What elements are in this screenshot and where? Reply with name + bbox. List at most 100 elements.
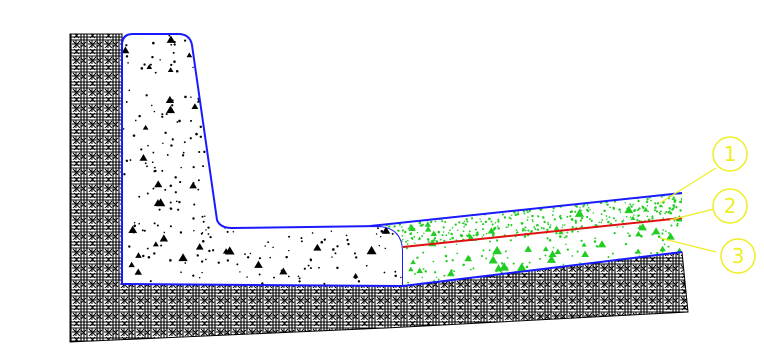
speckle-dot [367, 216, 371, 219]
speckle-dot [520, 221, 524, 225]
aggregate-mark [241, 174, 248, 180]
speckle-dot [490, 220, 493, 223]
speckle-dot [450, 197, 453, 200]
aggregate-mark [335, 37, 343, 45]
speckle-dot [179, 180, 182, 184]
speckle-dot [369, 74, 373, 77]
speckle-dot [197, 179, 200, 182]
speckle-dot [594, 223, 597, 227]
speckle-dot [424, 270, 427, 273]
speckle-dot [525, 265, 529, 269]
speckle-dot [427, 193, 430, 195]
speckle-dot [339, 108, 343, 111]
leader-line-1 [659, 167, 717, 204]
speckle-dot [311, 232, 314, 234]
aggregate-mark [387, 187, 397, 196]
aggregate-mark [546, 255, 557, 263]
speckle-dot [626, 191, 627, 192]
speckle-dot [248, 221, 250, 223]
speckle-dot [509, 239, 512, 242]
speckle-dot [225, 150, 228, 154]
aggregate-mark [309, 92, 319, 100]
aggregate-mark [271, 53, 277, 58]
speckle-dot [382, 105, 385, 107]
speckle-dot [208, 249, 211, 253]
speckle-dot [638, 207, 641, 210]
aggregate-mark [291, 206, 299, 213]
speckle-dot [525, 195, 527, 198]
speckle-dot [258, 273, 261, 276]
speckle-dot [209, 94, 212, 97]
speckle-dot [160, 244, 163, 247]
speckle-dot [357, 280, 361, 283]
speckle-dot [300, 237, 303, 240]
speckle-dot [460, 201, 462, 204]
speckle-dot [507, 223, 510, 226]
aggregate-mark [309, 113, 316, 119]
speckle-dot [282, 103, 284, 106]
speckle-dot [236, 80, 239, 83]
speckle-dot [497, 225, 499, 227]
speckle-dot [244, 253, 246, 255]
speckle-dot [204, 215, 206, 217]
speckle-dot [406, 243, 409, 245]
speckle-dot [255, 122, 258, 125]
speckle-dot [344, 122, 347, 125]
speckle-dot [249, 191, 251, 194]
speckle-dot [353, 142, 356, 145]
speckle-dot [559, 193, 562, 194]
speckle-dot [662, 229, 664, 231]
aggregate-mark [178, 253, 188, 262]
speckle-dot [147, 144, 149, 147]
speckle-dot [537, 215, 540, 218]
speckle-dot [413, 207, 416, 210]
speckle-dot [646, 215, 649, 218]
speckle-dot [468, 230, 471, 233]
speckle-dot [566, 248, 570, 251]
speckle-dot [613, 232, 616, 235]
aggregate-mark [499, 262, 510, 271]
speckle-dot [580, 239, 583, 242]
speckle-dot [301, 37, 304, 39]
speckle-dot [546, 237, 549, 240]
speckle-dot [437, 278, 440, 281]
speckle-dot [222, 188, 225, 191]
speckle-dot [570, 210, 573, 213]
aggregate-mark [269, 172, 278, 180]
speckle-dot [343, 144, 346, 147]
speckle-dot [660, 196, 663, 198]
speckle-dot [308, 46, 311, 49]
speckle-dot [642, 206, 645, 209]
speckle-dot [323, 282, 326, 285]
speckle-dot [415, 208, 418, 211]
speckle-dot [472, 267, 475, 270]
speckle-dot [401, 205, 404, 208]
speckle-dot [574, 210, 577, 213]
aggregate-mark [464, 254, 473, 262]
layer-top-outline [369, 192, 683, 227]
speckle-dot [435, 276, 438, 279]
speckle-dot [149, 280, 152, 283]
speckle-dot [500, 193, 502, 195]
speckle-dot [470, 193, 474, 194]
speckle-dot [158, 208, 161, 211]
speckle-dot [279, 202, 282, 204]
speckle-dot [659, 212, 662, 215]
speckle-dot [470, 196, 473, 200]
speckle-dot [318, 266, 320, 269]
speckle-dot [481, 236, 484, 238]
speckle-dot [295, 37, 298, 40]
speckle-dot [418, 237, 421, 241]
speckle-dot [492, 193, 495, 194]
speckle-dot [383, 107, 387, 110]
speckle-dot [606, 203, 609, 206]
speckle-dot [491, 194, 495, 197]
speckle-dot [619, 211, 622, 213]
speckle-dot [657, 235, 661, 238]
speckle-dot [471, 203, 473, 206]
speckle-dot [404, 219, 407, 222]
speckle-dot [559, 193, 562, 194]
speckle-dot [450, 201, 453, 203]
speckle-dot [370, 221, 373, 224]
speckle-dot [562, 224, 564, 226]
